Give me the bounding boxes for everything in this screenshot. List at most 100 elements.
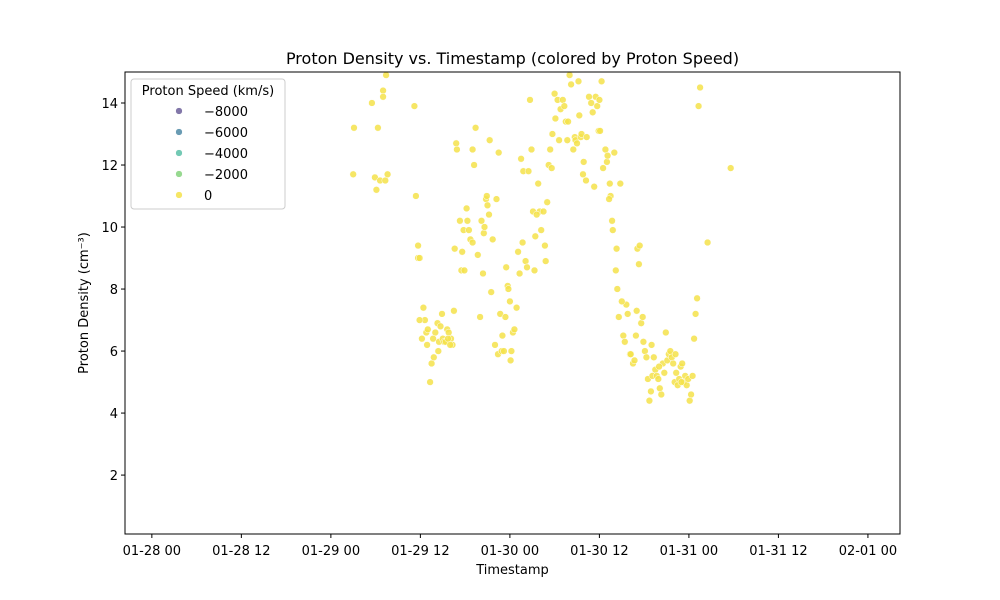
- x-axis-ticks: 01-28 00 01-28 12 01-29 00 01-29 12 01-30 00…: [123, 534, 897, 559]
- data-point-128: [582, 176, 590, 185]
- data-point-203: [694, 102, 703, 110]
- y-tick-label-1: 4: [110, 407, 118, 422]
- data-point-89: [521, 257, 530, 265]
- data-point-91: [524, 167, 533, 175]
- data-point-85: [515, 269, 524, 278]
- data-point-165: [639, 313, 647, 321]
- data-point-63: [485, 210, 493, 219]
- data-point-47: [462, 204, 471, 213]
- data-point-18: [419, 304, 428, 312]
- plot-frame: [124, 71, 901, 535]
- x-tick-label-4: 01-30 00: [481, 544, 539, 559]
- data-point-218: [647, 341, 656, 349]
- data-point-138: [597, 77, 606, 85]
- data-point-178: [657, 390, 665, 399]
- data-point-132: [589, 108, 597, 116]
- data-point-213: [423, 341, 431, 349]
- data-point-35: [445, 328, 453, 337]
- y-axis-ticks: 2 4 6 8 10 12 14: [101, 97, 125, 484]
- data-point-204: [696, 83, 704, 92]
- data-point-160: [632, 331, 640, 340]
- data-point-173: [650, 353, 658, 361]
- data-point-97: [534, 179, 542, 188]
- data-point-214: [434, 347, 442, 355]
- data-point-130: [585, 93, 593, 101]
- data-point-48: [463, 217, 472, 225]
- legend: Proton Speed (km/s) −8000 −6000 −4000 −2000…: [130, 78, 286, 210]
- data-point-224: [671, 350, 680, 358]
- data-point-66: [489, 235, 497, 244]
- data-point-127: [580, 158, 588, 166]
- data-point-1: [350, 124, 358, 132]
- data-point-223: [655, 362, 663, 371]
- data-point-215: [444, 335, 452, 343]
- x-tick-label-6: 01-31 00: [660, 544, 718, 559]
- data-point-24: [430, 353, 438, 361]
- data-point-82: [510, 325, 519, 334]
- data-point-157: [627, 350, 635, 358]
- data-point-207: [565, 71, 574, 79]
- data-point-12: [410, 102, 419, 110]
- data-point-40: [452, 139, 460, 147]
- data-point-84: [514, 248, 522, 256]
- data-point-22: [426, 378, 434, 386]
- y-tick-label-6: 14: [101, 97, 118, 112]
- data-point-139: [599, 164, 607, 172]
- legend-label-4: 0: [204, 189, 212, 204]
- data-point-170: [645, 397, 654, 405]
- data-point-141: [603, 158, 611, 166]
- data-point-108: [550, 90, 559, 98]
- data-point-44: [458, 248, 466, 256]
- data-point-209: [533, 210, 541, 219]
- data-point-118: [567, 80, 575, 89]
- data-point-153: [621, 338, 629, 346]
- data-point-103: [543, 198, 551, 206]
- data-point-166: [639, 338, 648, 346]
- data-point-217: [595, 96, 604, 104]
- data-point-126: [579, 170, 587, 178]
- x-tick-label-0: 01-28 00: [123, 544, 181, 559]
- data-point-148: [612, 266, 620, 275]
- data-point-38: [450, 307, 458, 315]
- data-point-99: [537, 226, 545, 234]
- data-point-83: [512, 304, 521, 312]
- legend-label-3: −2000: [204, 168, 248, 183]
- data-point-10: [382, 71, 390, 79]
- data-point-205: [703, 238, 712, 247]
- x-tick-label-3: 01-29 12: [391, 544, 449, 559]
- data-point-5: [374, 124, 382, 132]
- data-point-93: [527, 145, 536, 154]
- data-point-143: [606, 179, 614, 188]
- data-point-53: [470, 161, 478, 169]
- data-point-135: [593, 102, 601, 110]
- data-point-151: [616, 179, 624, 188]
- data-point-210: [483, 192, 491, 200]
- data-point-142: [603, 152, 612, 160]
- legend-label-1: −6000: [204, 126, 248, 141]
- data-point-186: [669, 359, 677, 368]
- data-point-56: [476, 313, 484, 321]
- data-point-188: [672, 369, 680, 377]
- data-point-74: [501, 313, 510, 321]
- data-point-92: [526, 96, 534, 104]
- points-layer: [349, 71, 735, 405]
- data-point-8: [379, 93, 387, 101]
- data-point-177: [656, 384, 664, 392]
- data-point-201: [691, 310, 700, 318]
- data-point-41: [453, 145, 461, 154]
- data-point-192: [678, 359, 686, 368]
- data-point-78: [506, 297, 514, 306]
- y-tick-label-0: 2: [110, 469, 118, 484]
- data-point-198: [687, 390, 695, 399]
- data-point-14: [414, 241, 422, 250]
- data-point-72: [498, 331, 507, 340]
- legend-marker-0: [175, 107, 183, 115]
- data-point-51: [468, 145, 477, 154]
- legend-marker-1: [175, 128, 183, 136]
- data-point-220: [618, 297, 626, 306]
- data-point-208: [574, 77, 583, 85]
- data-point-212: [415, 316, 424, 324]
- data-point-57: [477, 217, 486, 225]
- data-point-131: [587, 99, 595, 107]
- data-point-114: [560, 102, 568, 110]
